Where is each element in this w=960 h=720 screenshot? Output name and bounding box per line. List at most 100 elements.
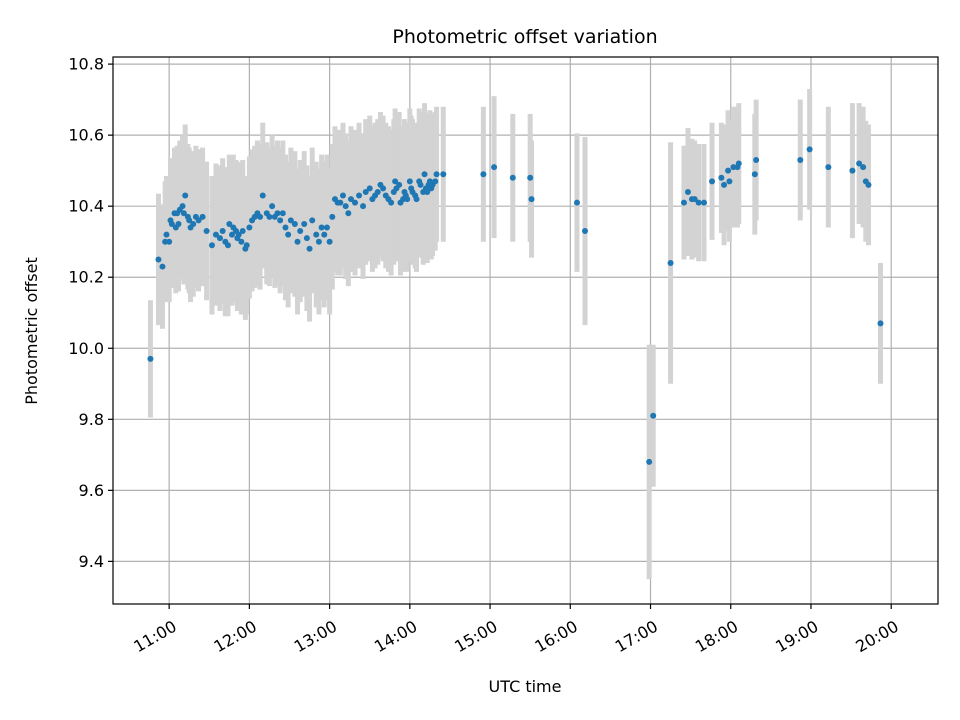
data-point bbox=[345, 210, 352, 217]
data-point bbox=[646, 458, 653, 465]
data-point bbox=[573, 199, 580, 206]
data-point bbox=[735, 160, 742, 167]
x-tick-label: 13:00 bbox=[291, 617, 340, 657]
data-point bbox=[313, 231, 320, 238]
data-point bbox=[417, 181, 424, 188]
data-point bbox=[366, 185, 373, 192]
data-point bbox=[323, 224, 330, 231]
x-tick-label: 18:00 bbox=[692, 617, 741, 657]
x-axis-label: UTC time bbox=[489, 677, 562, 696]
data-point bbox=[216, 235, 223, 242]
data-point bbox=[321, 231, 328, 238]
data-point bbox=[163, 231, 170, 238]
data-point bbox=[392, 178, 399, 185]
data-point bbox=[424, 188, 431, 195]
data-point bbox=[360, 203, 367, 210]
data-point bbox=[282, 224, 289, 231]
data-point bbox=[480, 171, 487, 178]
y-axis-ticks: 9.4 9.6 9.8 10.0 10.2 10.4 10.6 10.8 bbox=[68, 55, 113, 571]
data-point bbox=[155, 256, 162, 263]
data-points bbox=[147, 146, 884, 465]
y-tick-label: 10.0 bbox=[68, 339, 104, 358]
data-point bbox=[168, 220, 175, 227]
data-point bbox=[238, 238, 245, 245]
x-axis-ticks: 11:00 12:00 13:00 14:00 15:00 16:00 17:00 18:00… bbox=[130, 604, 902, 657]
data-point bbox=[753, 157, 760, 164]
data-point bbox=[413, 196, 420, 203]
data-point bbox=[356, 192, 363, 199]
error-bars bbox=[147, 88, 884, 580]
data-point bbox=[528, 196, 535, 203]
data-point bbox=[432, 178, 439, 185]
data-point bbox=[274, 210, 281, 217]
data-point bbox=[806, 146, 813, 153]
data-point bbox=[726, 178, 733, 185]
y-tick-label: 10.2 bbox=[68, 268, 104, 287]
data-point bbox=[374, 188, 381, 195]
data-point bbox=[797, 157, 804, 164]
data-point bbox=[582, 228, 589, 235]
data-point bbox=[226, 220, 233, 227]
y-axis-label: Photometric offset bbox=[22, 257, 41, 405]
data-point bbox=[186, 217, 193, 224]
data-point bbox=[199, 213, 206, 220]
data-point bbox=[243, 242, 250, 249]
data-point bbox=[315, 238, 322, 245]
x-tick-label: 15:00 bbox=[451, 617, 500, 657]
data-point bbox=[667, 260, 674, 267]
data-point bbox=[527, 174, 534, 181]
data-point bbox=[440, 171, 447, 178]
data-point bbox=[291, 220, 298, 227]
data-point bbox=[751, 171, 758, 178]
data-point bbox=[297, 228, 304, 235]
data-point bbox=[352, 199, 359, 206]
data-point bbox=[212, 231, 219, 238]
x-tick-label: 12:00 bbox=[211, 617, 260, 657]
data-point bbox=[691, 196, 698, 203]
data-point bbox=[396, 181, 403, 188]
y-tick-label: 9.4 bbox=[79, 552, 104, 571]
data-point bbox=[285, 231, 292, 238]
y-tick-label: 10.6 bbox=[68, 126, 104, 145]
x-tick-label: 20:00 bbox=[852, 617, 901, 657]
data-point bbox=[203, 228, 210, 235]
data-point bbox=[326, 238, 333, 245]
data-point bbox=[294, 238, 301, 245]
data-point bbox=[229, 231, 236, 238]
data-point bbox=[348, 196, 355, 203]
data-point bbox=[380, 185, 387, 192]
data-point bbox=[166, 238, 173, 245]
data-point bbox=[266, 213, 273, 220]
data-point bbox=[269, 203, 276, 210]
x-tick-label: 19:00 bbox=[772, 617, 821, 657]
data-point bbox=[179, 203, 186, 210]
data-point bbox=[701, 199, 708, 206]
x-tick-label: 11:00 bbox=[130, 617, 179, 657]
data-point bbox=[684, 188, 691, 195]
data-point bbox=[856, 160, 863, 167]
data-point bbox=[721, 181, 728, 188]
data-point bbox=[825, 164, 832, 171]
y-tick-label: 9.8 bbox=[79, 410, 104, 429]
data-point bbox=[175, 220, 182, 227]
data-point bbox=[287, 217, 294, 224]
data-point bbox=[362, 188, 369, 195]
data-point bbox=[421, 171, 428, 178]
data-point bbox=[509, 174, 516, 181]
data-point bbox=[388, 199, 395, 206]
data-point bbox=[433, 171, 440, 178]
data-point bbox=[246, 224, 253, 231]
data-point bbox=[180, 210, 187, 217]
x-tick-label: 16:00 bbox=[531, 617, 580, 657]
y-tick-label: 9.6 bbox=[79, 481, 104, 500]
data-point bbox=[303, 235, 310, 242]
data-point bbox=[404, 196, 411, 203]
data-point bbox=[182, 192, 189, 199]
data-point bbox=[849, 167, 856, 174]
data-point bbox=[301, 220, 308, 227]
data-point bbox=[337, 199, 344, 206]
data-point bbox=[159, 263, 166, 270]
data-point bbox=[709, 178, 716, 185]
data-point bbox=[318, 224, 325, 231]
